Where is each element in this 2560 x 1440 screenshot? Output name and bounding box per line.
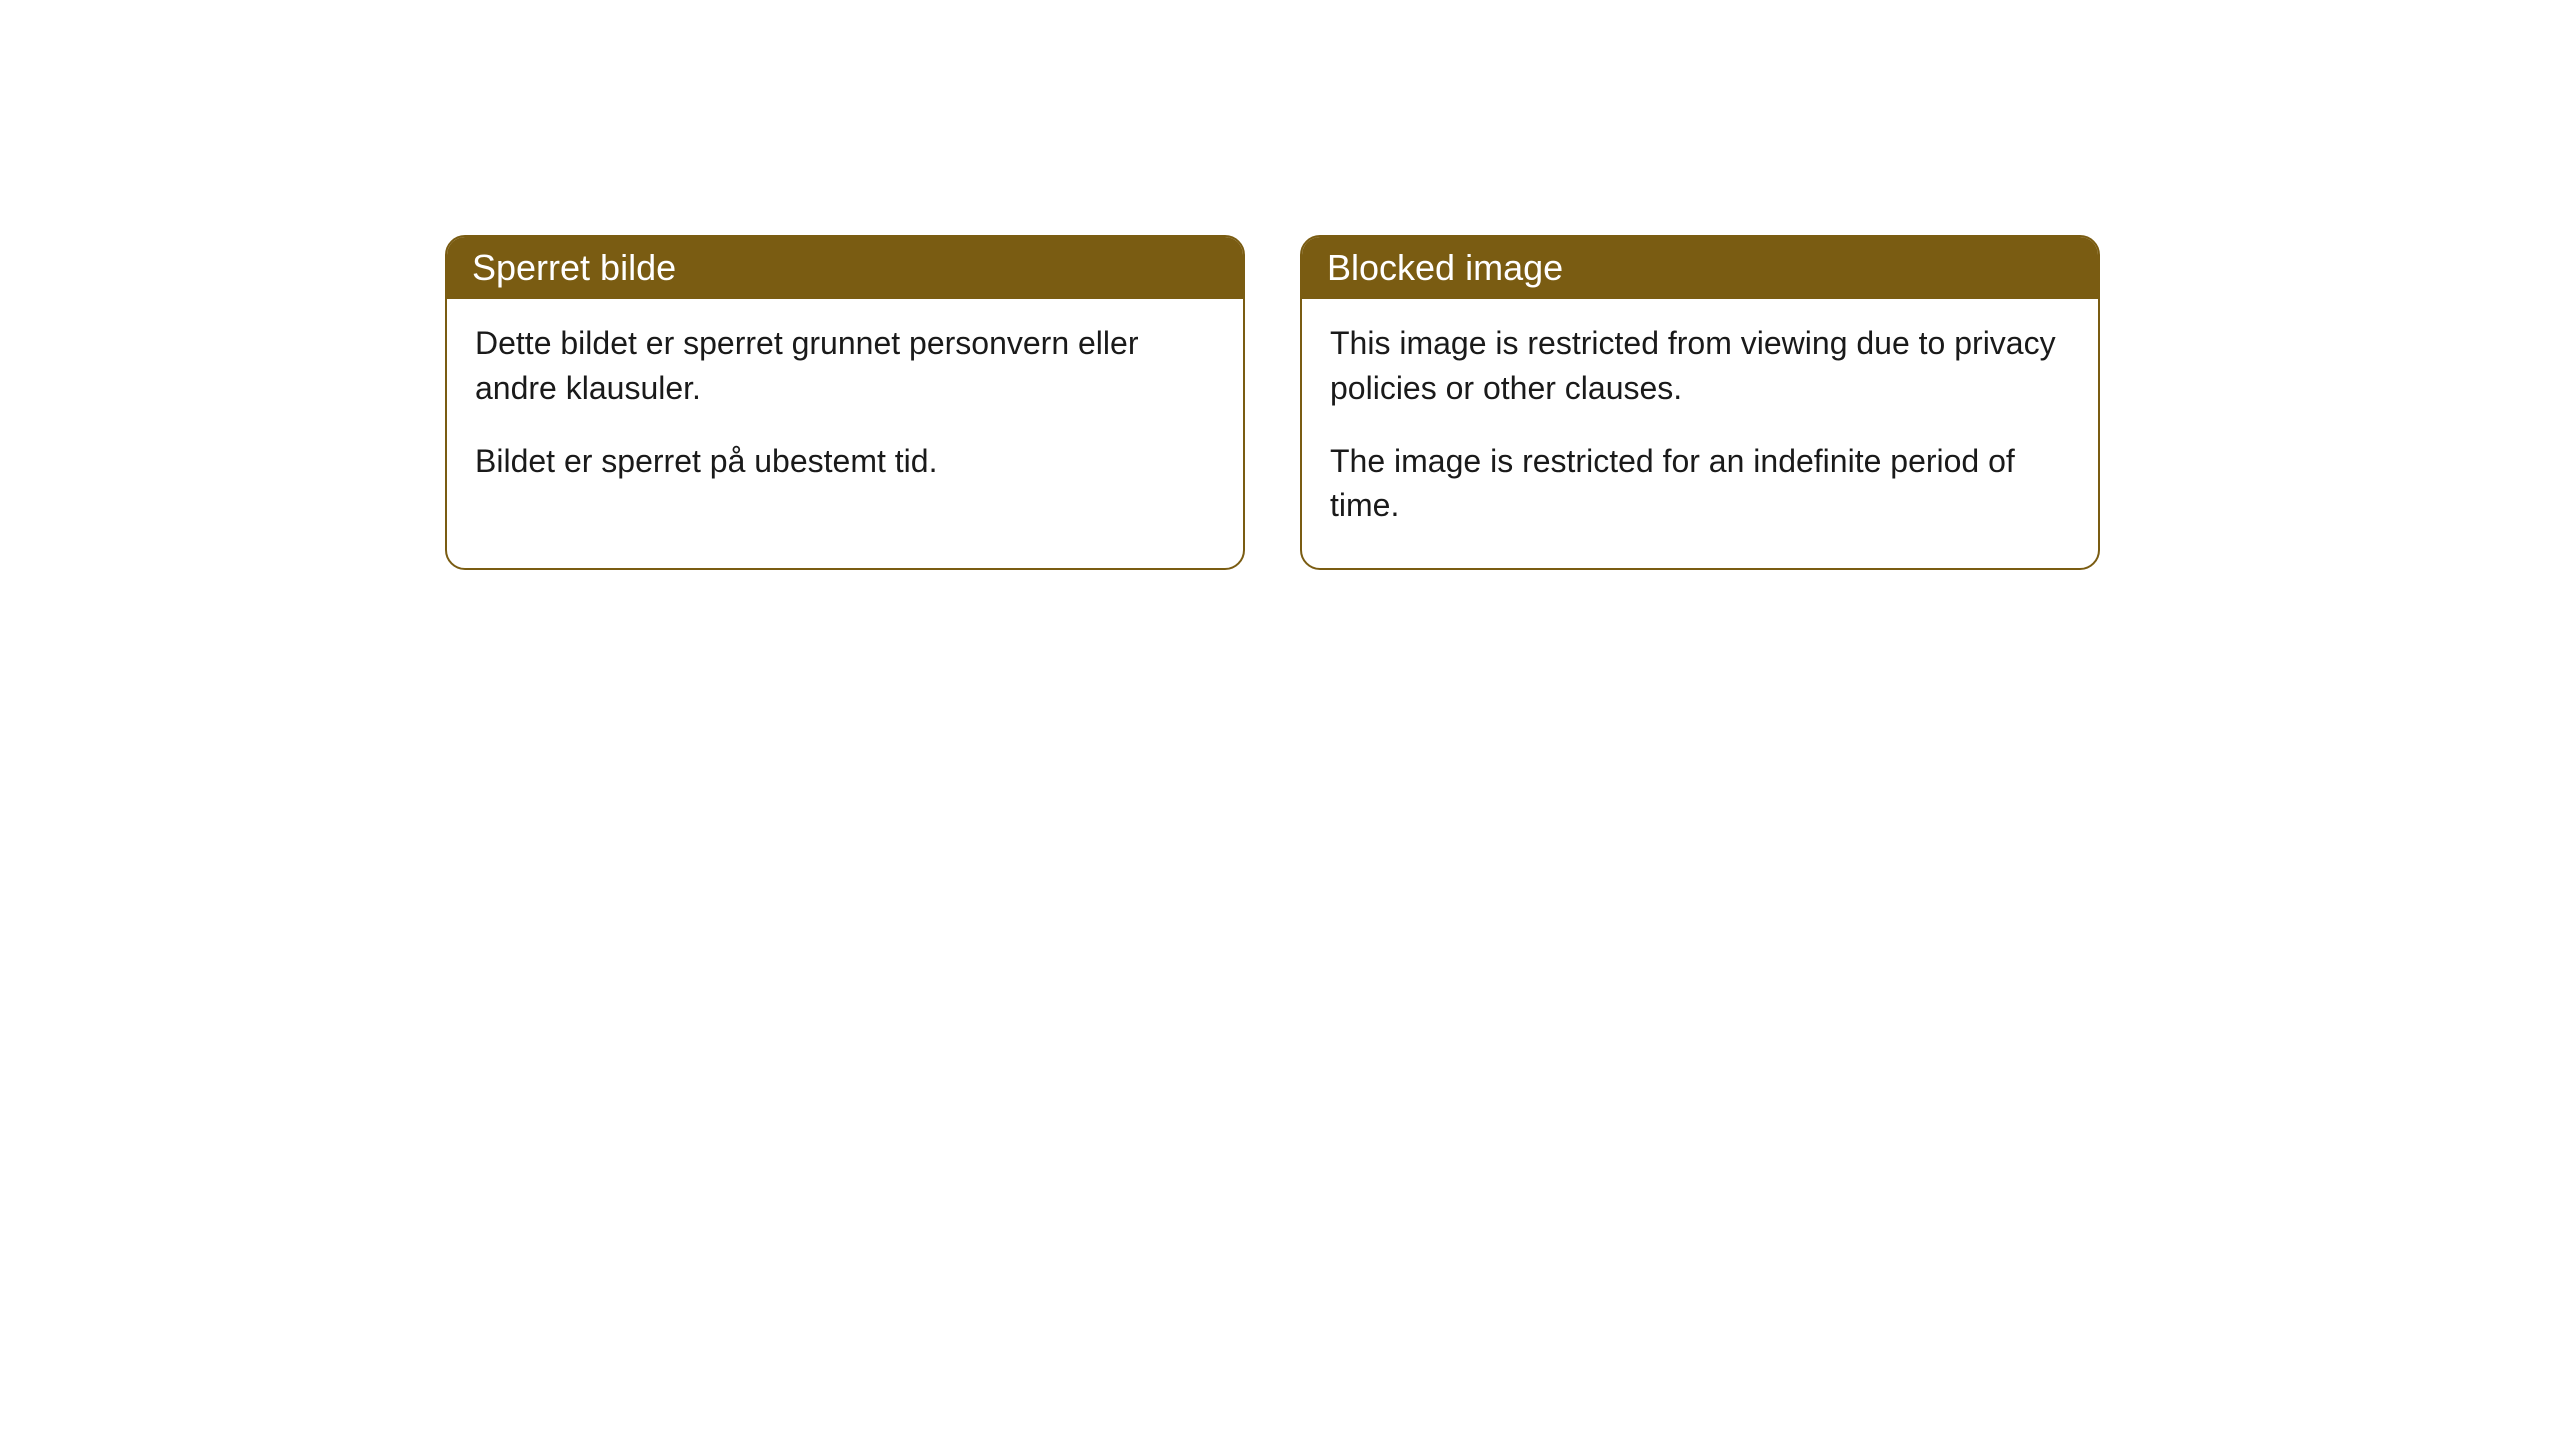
card-header: Blocked image bbox=[1302, 237, 2098, 299]
card-paragraph: Dette bildet er sperret grunnet personve… bbox=[475, 321, 1215, 411]
card-paragraph: The image is restricted for an indefinit… bbox=[1330, 439, 2070, 529]
card-header: Sperret bilde bbox=[447, 237, 1243, 299]
notice-card-english: Blocked image This image is restricted f… bbox=[1300, 235, 2100, 570]
notice-cards-container: Sperret bilde Dette bildet er sperret gr… bbox=[445, 235, 2560, 570]
card-paragraph: Bildet er sperret på ubestemt tid. bbox=[475, 439, 1215, 484]
card-body: This image is restricted from viewing du… bbox=[1302, 299, 2098, 568]
card-body: Dette bildet er sperret grunnet personve… bbox=[447, 299, 1243, 523]
card-paragraph: This image is restricted from viewing du… bbox=[1330, 321, 2070, 411]
notice-card-norwegian: Sperret bilde Dette bildet er sperret gr… bbox=[445, 235, 1245, 570]
